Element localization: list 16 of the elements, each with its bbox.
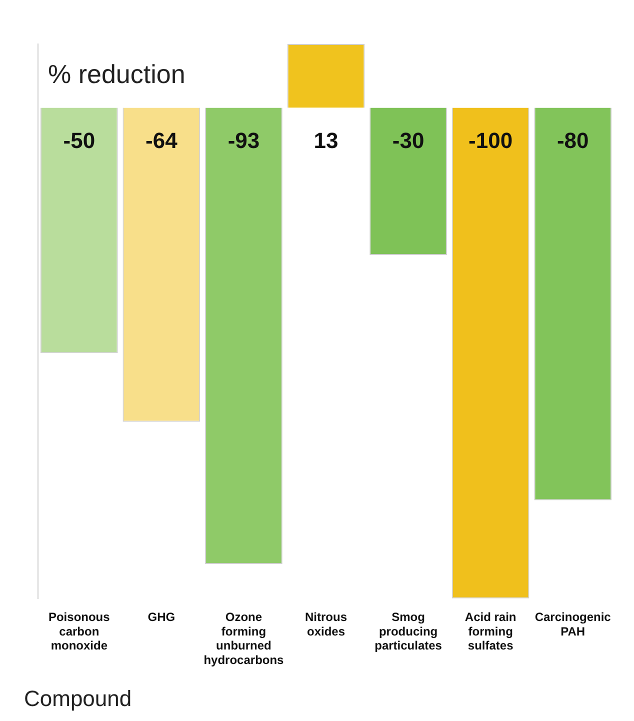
data-label: 13	[314, 128, 338, 153]
y-axis-title: % reduction	[48, 59, 186, 90]
x-tick-label: Nitrous oxides	[305, 610, 348, 638]
x-tick-label: Ozone forming unburned hydrocarbons	[204, 610, 284, 668]
data-label: -50	[63, 128, 96, 153]
x-tick-label: Acid rain forming sulfates	[464, 610, 516, 653]
x-tick-label: Poisonous carbon monoxide	[48, 610, 110, 653]
data-label: -64	[146, 128, 178, 153]
data-label: -93	[228, 128, 260, 153]
data-label: -100	[468, 128, 513, 153]
data-label: -30	[392, 128, 424, 153]
data-label: -80	[556, 128, 589, 153]
x-tick-label: Carcinogenic PAH	[534, 610, 612, 638]
x-axis-title: Compound	[24, 686, 132, 712]
x-tick-label: GHG	[148, 610, 176, 624]
x-tick-label: Smog producing particulates	[374, 610, 442, 653]
